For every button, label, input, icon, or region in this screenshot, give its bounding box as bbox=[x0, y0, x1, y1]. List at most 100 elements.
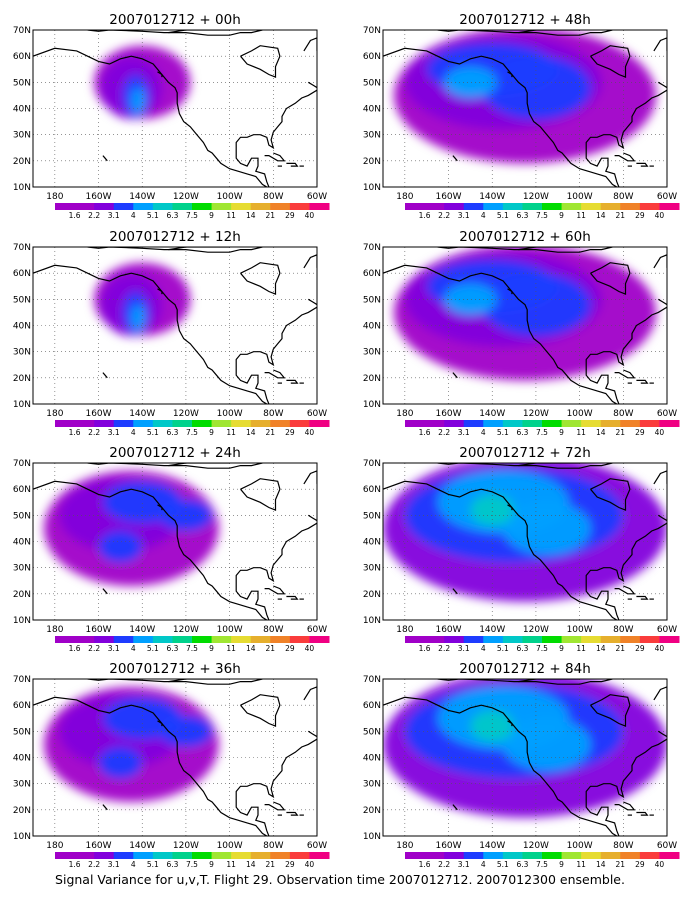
map-grid bbox=[383, 30, 668, 187]
lat-label: 10N bbox=[363, 616, 381, 626]
colorbar-swatch bbox=[74, 636, 95, 643]
lon-label: 80W bbox=[263, 409, 283, 419]
colorbar-swatch bbox=[113, 203, 134, 210]
lon-label: 140W bbox=[479, 192, 505, 202]
colorbar-label: 11 bbox=[226, 644, 236, 653]
colorbar-label: 14 bbox=[596, 428, 606, 437]
colorbar-label: 40 bbox=[655, 644, 665, 653]
lat-label: 10N bbox=[13, 400, 31, 410]
colorbar-label: 2.2 bbox=[88, 211, 100, 220]
colorbar-swatch bbox=[620, 852, 641, 859]
lon-label: 140W bbox=[479, 409, 505, 419]
colorbar-label: 4 bbox=[131, 211, 136, 220]
lon-label: 120W bbox=[523, 409, 549, 419]
map-frame bbox=[382, 678, 668, 837]
colorbar-label: 21 bbox=[266, 428, 276, 437]
colorbar-label: 7.5 bbox=[186, 428, 198, 437]
lon-label: 140W bbox=[129, 192, 155, 202]
lon-label: 60W bbox=[307, 841, 327, 851]
variance-field bbox=[94, 262, 191, 336]
coastline bbox=[33, 30, 317, 187]
colorbar-label: 2.2 bbox=[438, 860, 450, 869]
lon-label: 120W bbox=[173, 841, 199, 851]
colorbar-label: 9 bbox=[209, 428, 214, 437]
panel-title: 2007012712 + 72h bbox=[459, 445, 591, 461]
panel-title: 2007012712 + 60h bbox=[459, 229, 591, 245]
colorbar-label: 3.1 bbox=[108, 644, 120, 653]
colorbar-swatch bbox=[463, 636, 484, 643]
map-grid bbox=[383, 247, 668, 404]
lat-label: 40N bbox=[363, 105, 381, 115]
colorbar-swatch bbox=[620, 636, 641, 643]
lon-label: 60W bbox=[657, 192, 677, 202]
colorbar-swatch bbox=[502, 203, 523, 210]
lat-label: 60N bbox=[13, 52, 31, 62]
lat-label: 70N bbox=[363, 675, 381, 685]
colorbar-swatch bbox=[250, 203, 271, 210]
map-grid bbox=[33, 463, 318, 620]
colorbar-label: 7.5 bbox=[536, 211, 548, 220]
lon-label: 160W bbox=[85, 409, 111, 419]
colorbar-swatch bbox=[639, 420, 660, 427]
colorbar-swatch bbox=[211, 420, 232, 427]
colorbar-label: 29 bbox=[635, 860, 645, 869]
panel-title: 2007012712 + 12h bbox=[109, 229, 241, 245]
colorbar-label: 5.1 bbox=[497, 860, 509, 869]
colorbar-swatch bbox=[502, 420, 523, 427]
variance-field bbox=[383, 463, 667, 602]
colorbar-label: 40 bbox=[655, 428, 665, 437]
lon-label: 80W bbox=[263, 192, 283, 202]
colorbar: 1.6 2.2 3.1 4 5.1 6.3 7.5 9 11 14 21 29 40 bbox=[55, 852, 330, 869]
lat-label: 10N bbox=[13, 183, 31, 193]
lat-label: 70N bbox=[363, 243, 381, 253]
lon-label: 180 bbox=[396, 409, 413, 419]
lon-label: 160W bbox=[85, 841, 111, 851]
lon-label: 120W bbox=[173, 625, 199, 635]
colorbar-swatch bbox=[424, 420, 445, 427]
colorbar-label: 14 bbox=[596, 644, 606, 653]
map-panel: 2007012712 + 72h 70N 60N 50N 40N 30N 20N 10N 180… bbox=[363, 445, 680, 653]
colorbar-swatch bbox=[211, 636, 232, 643]
colorbar-swatch bbox=[444, 420, 465, 427]
colorbar-label: 5.1 bbox=[147, 211, 159, 220]
colorbar-swatch bbox=[600, 420, 621, 427]
colorbar-swatch bbox=[444, 203, 465, 210]
map-panel: 2007012712 + 48h 70N 60N 50N 40N 30N 20N 10N 180… bbox=[363, 12, 680, 220]
colorbar-label: 21 bbox=[616, 860, 626, 869]
colorbar-swatch bbox=[542, 852, 563, 859]
colorbar-label: 6.3 bbox=[516, 644, 528, 653]
colorbar-label: 7.5 bbox=[186, 211, 198, 220]
colorbar-label: 2.2 bbox=[438, 644, 450, 653]
colorbar-swatch bbox=[424, 852, 445, 859]
colorbar-label: 1.6 bbox=[69, 860, 81, 869]
lat-label: 60N bbox=[363, 701, 381, 711]
colorbar-swatch bbox=[211, 203, 232, 210]
colorbar-swatch bbox=[309, 203, 330, 210]
lat-label: 20N bbox=[363, 374, 381, 384]
map-grid bbox=[33, 247, 318, 404]
colorbar-swatch bbox=[94, 203, 115, 210]
colorbar-label: 4 bbox=[131, 644, 136, 653]
colorbar-swatch bbox=[250, 852, 271, 859]
lon-label: 80W bbox=[613, 192, 633, 202]
colorbar-label: 40 bbox=[305, 644, 315, 653]
colorbar-swatch bbox=[463, 420, 484, 427]
colorbar-label: 7.5 bbox=[536, 428, 548, 437]
colorbar-swatch bbox=[55, 852, 76, 859]
colorbar-label: 4 bbox=[131, 428, 136, 437]
colorbar-label: 1.6 bbox=[419, 860, 431, 869]
lat-label: 20N bbox=[13, 806, 31, 816]
colorbar-swatch bbox=[270, 636, 291, 643]
colorbar-swatch bbox=[522, 203, 543, 210]
colorbar-swatch bbox=[309, 420, 330, 427]
lat-label: 40N bbox=[363, 538, 381, 548]
lat-label: 30N bbox=[363, 131, 381, 141]
lon-label: 100W bbox=[217, 409, 243, 419]
colorbar-swatch bbox=[231, 420, 252, 427]
coastline bbox=[383, 463, 667, 620]
lat-label: 30N bbox=[363, 348, 381, 358]
lat-label: 50N bbox=[13, 295, 31, 305]
lon-label: 60W bbox=[307, 192, 327, 202]
colorbar-swatch bbox=[192, 852, 213, 859]
lon-label: 80W bbox=[613, 409, 633, 419]
